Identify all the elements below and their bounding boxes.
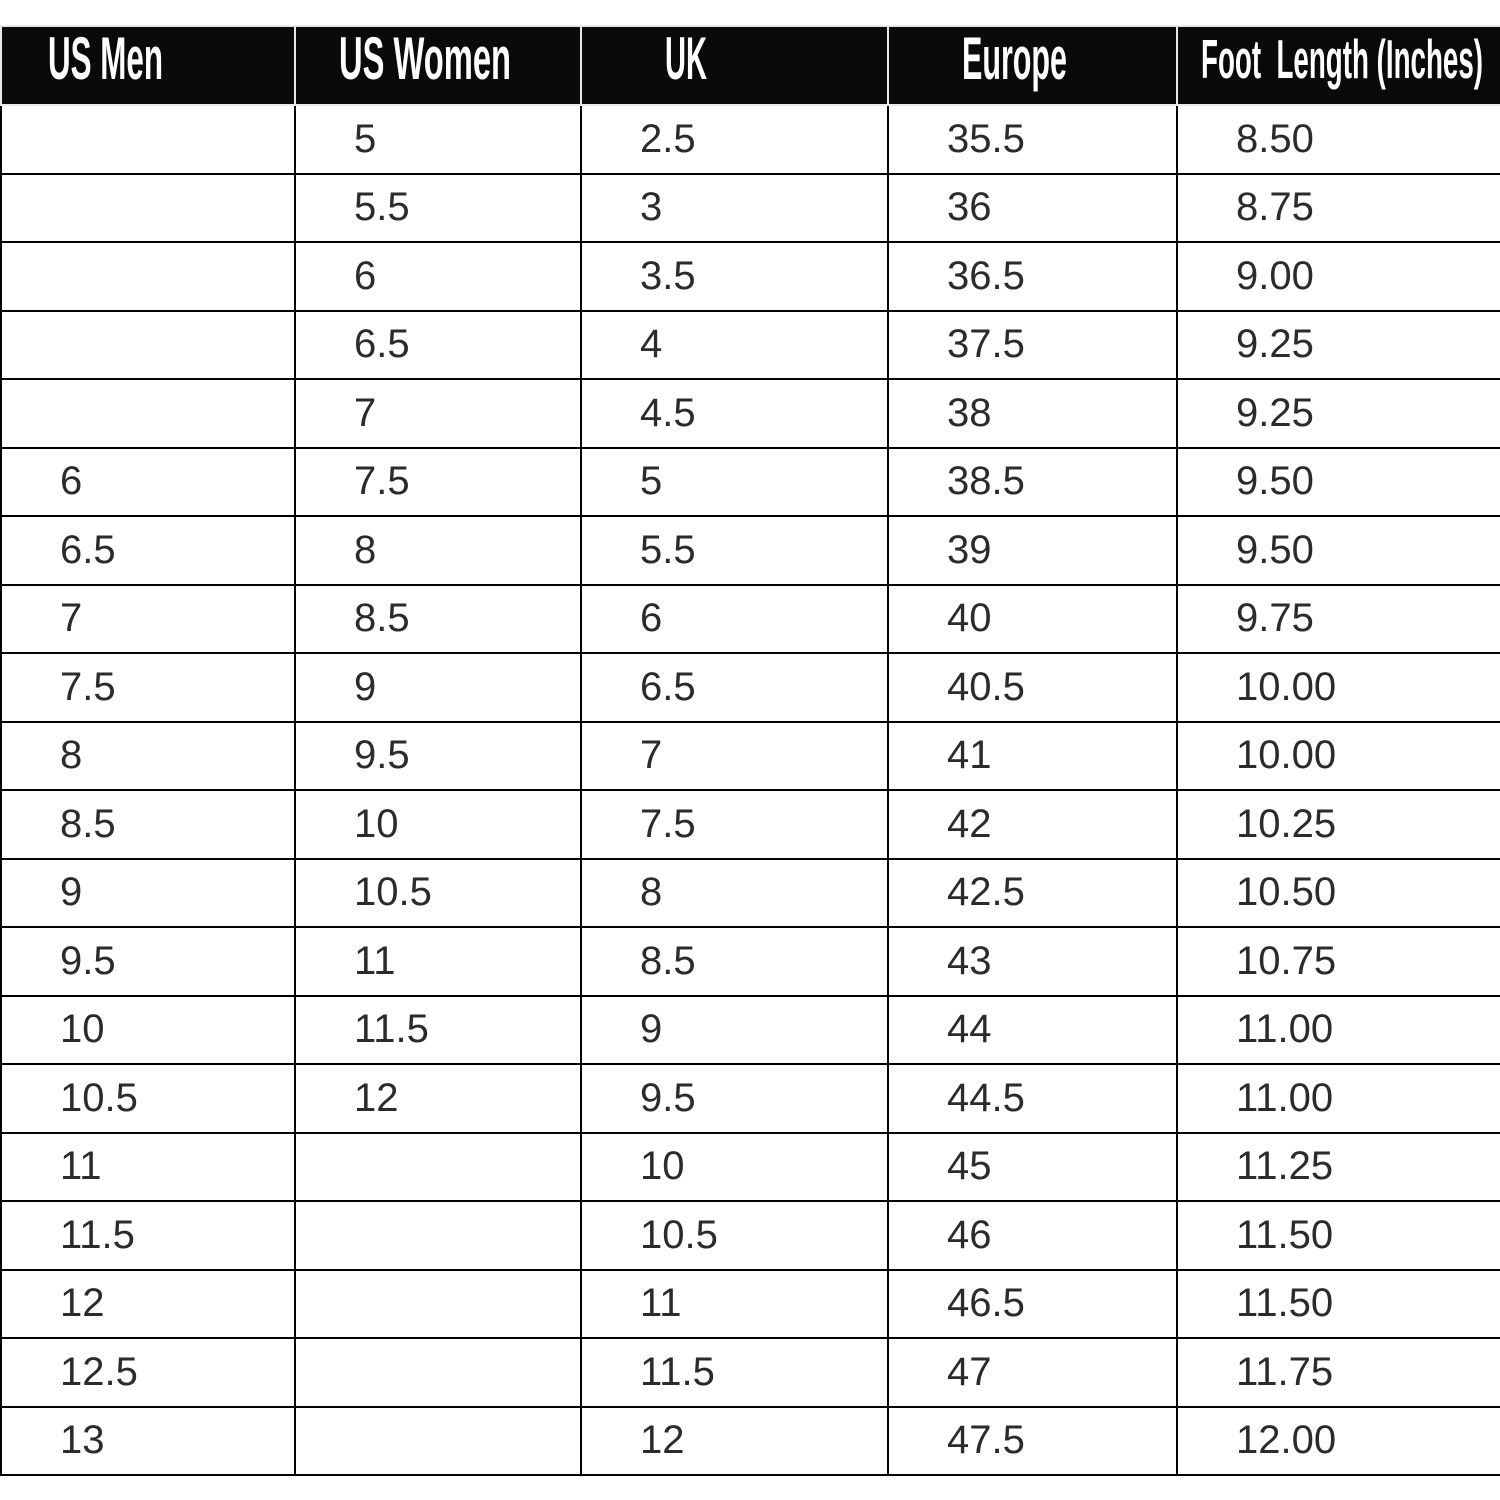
svg-text:US Men: US Men (48, 25, 163, 92)
svg-text:Europe: Europe (962, 25, 1067, 92)
svg-text:UK: UK (665, 25, 707, 92)
svg-text:US Women: US Women (339, 25, 511, 92)
svg-text:Foot Length (Inches): Foot Length (Inches) (1201, 28, 1483, 90)
